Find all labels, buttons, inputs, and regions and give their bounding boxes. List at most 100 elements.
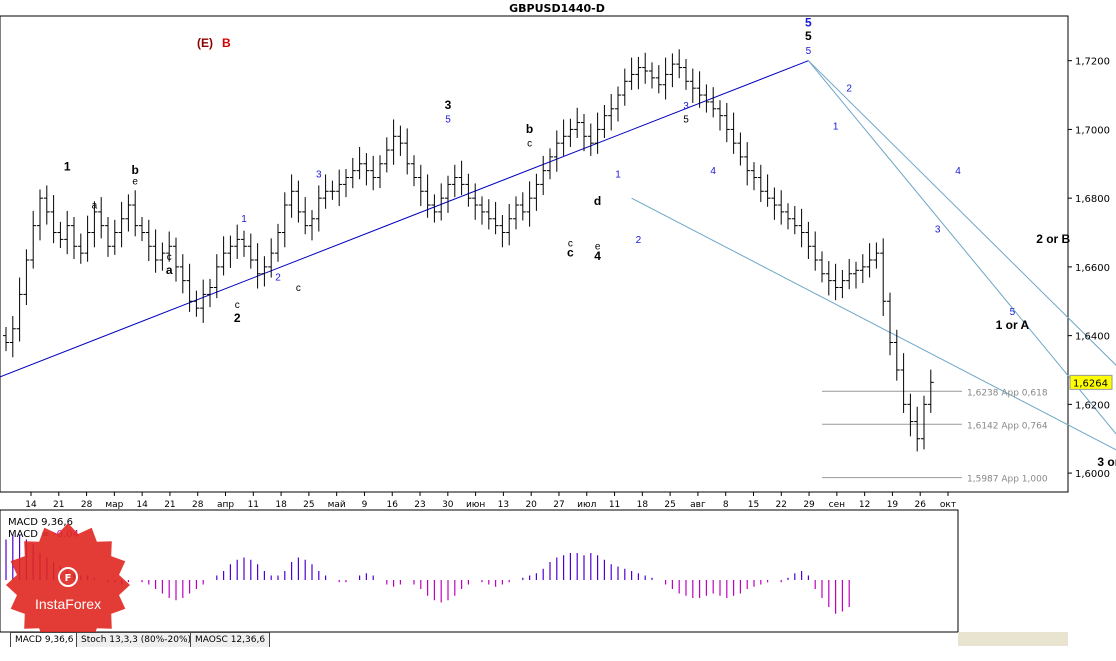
- price-bar: [71, 217, 77, 259]
- x-tick-label: 11: [248, 500, 259, 510]
- price-bar: [309, 210, 315, 241]
- price-bar: [642, 52, 649, 84]
- price-bar: [723, 102, 730, 143]
- price-bar: [513, 196, 519, 230]
- x-tick-label: 12: [859, 500, 870, 510]
- wave-label: 1: [615, 170, 621, 181]
- wave-label: 2: [846, 84, 852, 95]
- price-bar: [853, 261, 859, 289]
- price-bar: [465, 173, 472, 207]
- x-tick-label: 14: [136, 500, 148, 510]
- price-bar: [77, 233, 84, 264]
- wave-label: c: [527, 139, 532, 150]
- price-bar: [696, 71, 703, 108]
- price-bar: [771, 187, 778, 220]
- price-panel-frame: [0, 15, 1069, 493]
- x-tick-label: 26: [914, 500, 926, 510]
- price-bar: [37, 189, 43, 241]
- wave-label: c: [167, 252, 172, 263]
- price-bar: [207, 278, 213, 308]
- price-bar: [349, 157, 356, 189]
- wave-label: c: [568, 238, 573, 249]
- wave-label: 3: [935, 225, 941, 236]
- x-tick-label: 9: [362, 500, 368, 510]
- price-bar: [683, 58, 689, 90]
- price-bar: [261, 256, 268, 287]
- price-bar: [785, 203, 791, 230]
- wave-label: c: [567, 246, 574, 260]
- price-bar: [220, 236, 227, 276]
- price-bar: [526, 181, 533, 227]
- tab-macd[interactable]: MACD 9,36,6: [10, 632, 79, 647]
- price-bar: [336, 169, 343, 207]
- wave-label: 3 or C: [1097, 455, 1116, 469]
- wave-label: 1: [241, 214, 247, 225]
- price-bar: [23, 249, 30, 306]
- x-tick-label: 15: [748, 500, 759, 510]
- x-tick-label: 25: [303, 500, 314, 510]
- price-bar: [553, 130, 560, 172]
- price-bar: [594, 112, 601, 154]
- wave-label-b-red: B: [222, 36, 231, 50]
- price-bar: [717, 100, 723, 131]
- price-bar: [193, 290, 200, 317]
- price-bar: [16, 277, 23, 342]
- price-bar: [132, 190, 139, 237]
- x-tick-label: 22: [776, 500, 787, 510]
- price-bar: [655, 65, 662, 94]
- wave-label: 5: [1010, 307, 1016, 318]
- y-tick-label: 1,6400: [1075, 332, 1110, 343]
- price-bar: [424, 174, 431, 218]
- wave-label: 2 or B: [1036, 232, 1070, 246]
- price-bar: [485, 199, 492, 230]
- price-bar: [125, 194, 132, 232]
- x-tick-label: авг: [690, 500, 706, 510]
- price-bar: [499, 214, 506, 248]
- price-bar: [744, 142, 751, 186]
- wave-label: 4: [955, 166, 961, 177]
- chart-title: GBPUSD1440-D: [509, 2, 605, 15]
- price-bar: [751, 162, 757, 191]
- price-bar: [893, 329, 900, 381]
- price-bar: [241, 230, 247, 257]
- wave-label: 5: [445, 115, 451, 126]
- tab-strip-fill: [958, 632, 1068, 646]
- price-bar: [533, 173, 540, 211]
- wave-label: 2: [275, 273, 281, 284]
- price-bar: [703, 84, 710, 113]
- x-tick-label: 23: [414, 500, 425, 510]
- y-axis: 1,7200 1,7000 1,6800 1,6600 1,6400 1,6200 1,60…: [1068, 57, 1113, 480]
- x-tick-label: мар: [105, 500, 123, 510]
- price-bar: [839, 269, 846, 299]
- price-bar: [356, 146, 363, 180]
- price-bar: [567, 118, 574, 147]
- price-bar: [329, 180, 336, 200]
- y-tick-label: 1,6800: [1075, 194, 1110, 205]
- price-bar: [118, 201, 125, 248]
- wave-label: e: [595, 242, 601, 253]
- x-tick-label: июн: [466, 500, 485, 510]
- tab-maosc[interactable]: MAOSC 12,36,6: [190, 632, 271, 647]
- wave-label: a: [166, 263, 173, 277]
- fib-level-label: 1,6142 App 0,764: [967, 421, 1048, 431]
- price-bar: [472, 183, 479, 220]
- price-panel: 1,6238 App 0,618 1,6142 App 0,764 1,5987 A…: [0, 15, 1116, 485]
- price-bar: [914, 406, 921, 452]
- tab-stoch[interactable]: Stoch 13,3,3 (80%-20%): [76, 632, 197, 647]
- price-bar: [111, 219, 118, 255]
- price-bar: [98, 197, 105, 239]
- wave-label: 1: [64, 160, 71, 174]
- x-tick-label: 8: [723, 500, 729, 510]
- x-axis: 14 21 28 мар 14 21 28 апр 11 18 25 май 9 16 23 30 июн 13 2…: [25, 492, 956, 510]
- wave-label: 5: [806, 46, 812, 57]
- current-price-label: 1,6264: [1073, 378, 1108, 389]
- price-bar: [825, 261, 832, 296]
- wave-label: 5: [683, 115, 689, 126]
- brand-name: InstaForex: [35, 596, 101, 612]
- x-tick-label: 29: [803, 500, 815, 510]
- price-bar: [50, 195, 57, 244]
- price-bar: [9, 316, 16, 358]
- price-bar: [438, 183, 445, 221]
- x-tick-label: 20: [525, 500, 537, 510]
